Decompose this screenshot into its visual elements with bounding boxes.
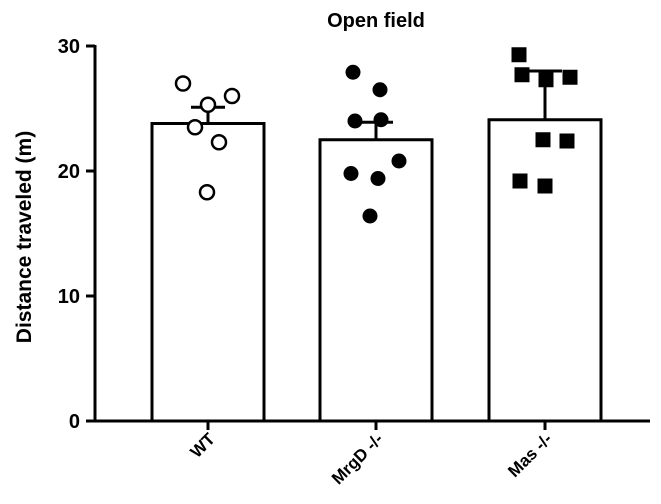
data-point [174, 75, 192, 92]
data-point [538, 72, 554, 88]
data-point [535, 132, 551, 148]
y-tick-label: 0 [69, 411, 80, 433]
x-axis: WT MrgD -/- Mas -/- [93, 419, 650, 488]
y-tick-label: 20 [58, 161, 80, 183]
y-tick-label: 10 [58, 286, 80, 308]
x-tick-label: WT [187, 429, 220, 462]
data-point [512, 173, 528, 189]
data-point [391, 153, 407, 169]
data-point [210, 134, 228, 151]
data-point [562, 69, 578, 85]
data-point [514, 67, 530, 83]
x-tick-label: MrgD -/- [328, 429, 387, 488]
bar [487, 118, 603, 423]
data-point [537, 178, 553, 194]
chart-title: Open field [327, 10, 425, 32]
data-point [511, 47, 527, 63]
y-axis-label: Distance traveled (m) [13, 131, 36, 343]
data-point [186, 119, 204, 136]
y-axis: 0 10 20 30 [58, 36, 97, 433]
x-tick-label: Mas -/- [504, 429, 556, 481]
data-point [223, 87, 241, 105]
data-point [362, 208, 378, 224]
bar [318, 138, 434, 423]
data-point [559, 133, 575, 149]
y-tick-label: 30 [58, 36, 80, 58]
bar [150, 122, 266, 423]
data-point [373, 112, 389, 128]
data-point [198, 184, 216, 201]
data-point [347, 113, 363, 129]
data-point [370, 171, 386, 186]
data-point [199, 96, 217, 113]
data-point [372, 82, 388, 98]
plot-area [150, 47, 603, 423]
data-point [343, 166, 359, 181]
data-point [345, 64, 361, 80]
